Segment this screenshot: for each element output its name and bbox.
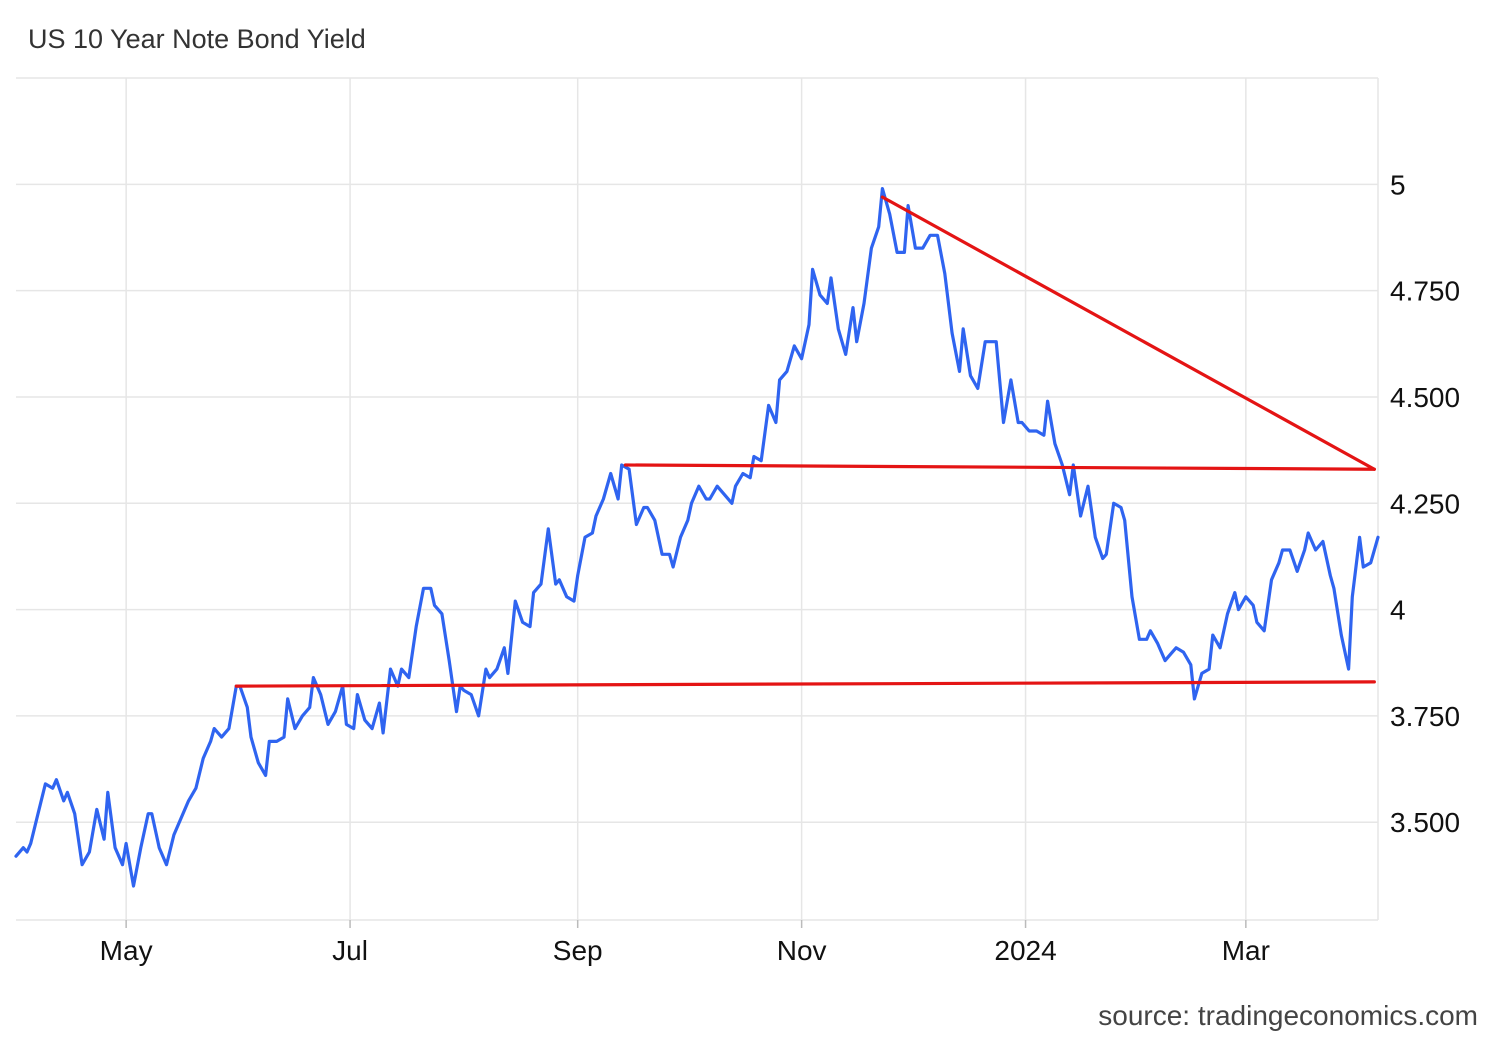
axes: 3.500 3.750 4 4.250 4.500 4.750 5 May Jul Sep Nov 2… bbox=[16, 78, 1460, 966]
series-layer bbox=[14, 187, 1380, 888]
y-tick-label: 4.500 bbox=[1390, 382, 1460, 413]
x-tick-label: 2024 bbox=[994, 935, 1056, 966]
y-tick-label: 5 bbox=[1390, 169, 1406, 200]
x-tick-label: Nov bbox=[777, 935, 827, 966]
y-tick-label: 4 bbox=[1390, 595, 1406, 626]
series-line-yield bbox=[14, 187, 1380, 888]
grid bbox=[16, 77, 1378, 920]
y-tick-label: 4.750 bbox=[1390, 276, 1460, 307]
trend-lines bbox=[234, 195, 1376, 688]
x-tick-label: May bbox=[100, 935, 153, 966]
trend-line bbox=[880, 195, 1376, 471]
y-tick-label: 4.250 bbox=[1390, 488, 1460, 519]
trend-line bbox=[234, 680, 1376, 688]
x-tick-label: Jul bbox=[332, 935, 368, 966]
chart-title: US 10 Year Note Bond Yield bbox=[28, 24, 366, 54]
trend-line bbox=[623, 463, 1376, 471]
x-tick-label: Mar bbox=[1222, 935, 1270, 966]
y-tick-label: 3.750 bbox=[1390, 701, 1460, 732]
source-label: source: tradingeconomics.com bbox=[1098, 1000, 1478, 1031]
y-tick-label: 3.500 bbox=[1390, 807, 1460, 838]
x-tick-label: Sep bbox=[553, 935, 603, 966]
